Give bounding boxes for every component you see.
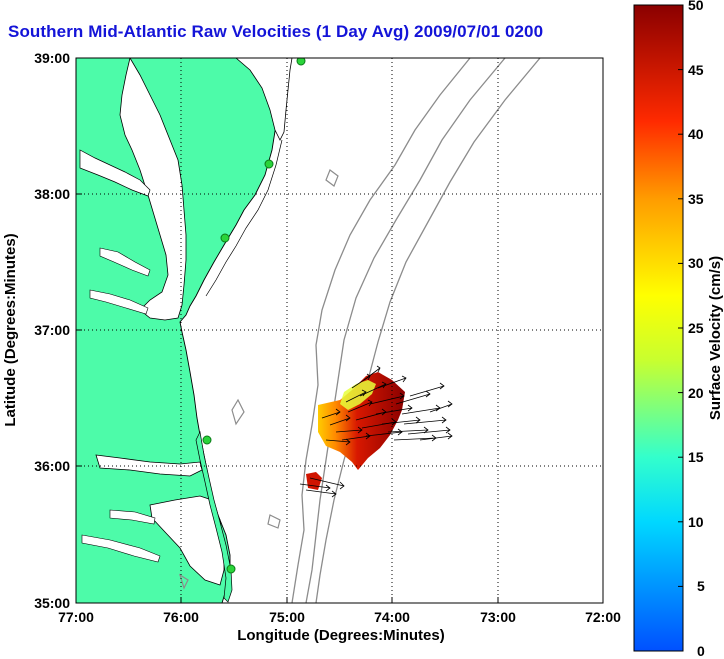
pamlico-sound bbox=[149, 495, 225, 586]
york-river bbox=[99, 247, 151, 277]
velocity-field-highlight bbox=[340, 380, 376, 410]
station-marker bbox=[220, 233, 230, 243]
x-tick-label: 73:00 bbox=[480, 609, 516, 625]
x-tick-label: 74:00 bbox=[374, 609, 410, 625]
bathymetry-contour-2 bbox=[305, 58, 506, 603]
colorbar-tick-label: 50 bbox=[688, 0, 704, 13]
colorbar-tick-label: 0 bbox=[697, 643, 705, 659]
outer-banks bbox=[195, 430, 233, 603]
x-tick-label: 77:00 bbox=[58, 609, 94, 625]
velocity-vectors bbox=[299, 365, 453, 498]
station-marker bbox=[202, 435, 212, 445]
x-axis-label: Longitude (Degrees:Minutes) bbox=[237, 627, 445, 644]
colorbar bbox=[634, 5, 683, 651]
delaware-bay bbox=[235, 58, 293, 141]
colorbar-tick-label: 40 bbox=[688, 126, 704, 142]
y-tick-label: 37:00 bbox=[34, 322, 70, 338]
station-marker bbox=[264, 159, 274, 169]
x-tick-label: 75:00 bbox=[269, 609, 305, 625]
y-tick-label: 39:00 bbox=[34, 50, 70, 66]
bathymetry-contour-1 bbox=[291, 58, 471, 603]
y-tick-label: 35:00 bbox=[34, 595, 70, 611]
delmarva-coastline bbox=[205, 139, 283, 297]
y-tick-label: 38:00 bbox=[34, 186, 70, 202]
bathymetry-contour-4 bbox=[178, 169, 339, 590]
colorbar-tick-label: 30 bbox=[688, 255, 704, 271]
james-river bbox=[89, 289, 149, 315]
colorbar-tick-label: 20 bbox=[688, 385, 704, 401]
colorbar-tick-label: 10 bbox=[688, 514, 704, 530]
x-tick-label: 76:00 bbox=[163, 609, 199, 625]
x-tick-label: 72:00 bbox=[585, 609, 621, 625]
y-tick-label: 36:00 bbox=[34, 458, 70, 474]
station-markers bbox=[202, 58, 306, 574]
velocity-field bbox=[318, 372, 405, 470]
colorbar-tick-label: 15 bbox=[688, 449, 704, 465]
colorbar-tick-label: 45 bbox=[688, 62, 704, 78]
grid-lines bbox=[76, 58, 603, 603]
neuse-river bbox=[81, 534, 161, 563]
map-title-text: Southern Mid-Atlantic Raw Velocities (1 … bbox=[8, 22, 544, 41]
y-axis-label: Latitude (Degrees:Minutes) bbox=[2, 233, 19, 426]
potomac-river bbox=[79, 149, 151, 197]
bathymetry-contour-3 bbox=[315, 58, 541, 603]
colorbar-tick-label: 25 bbox=[688, 320, 704, 336]
colorbar-label: Surface Velocity (cm/s) bbox=[707, 256, 724, 420]
colorbar-tick-label: 35 bbox=[688, 191, 704, 207]
station-marker bbox=[226, 564, 236, 574]
pamlico-river bbox=[109, 509, 156, 525]
station-marker bbox=[296, 58, 306, 66]
colorbar-tick-label: 5 bbox=[697, 578, 705, 594]
